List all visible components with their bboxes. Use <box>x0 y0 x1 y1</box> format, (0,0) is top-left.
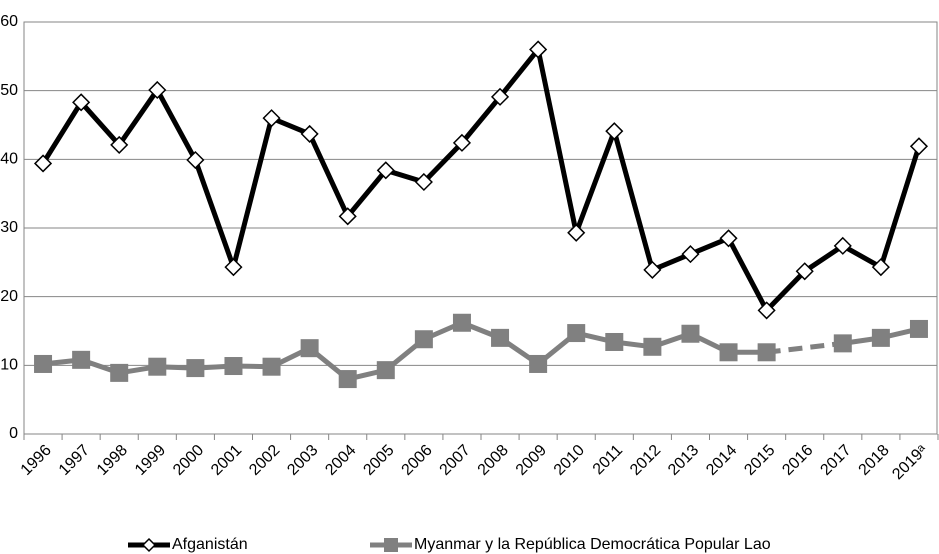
marker <box>338 370 357 389</box>
marker <box>719 229 738 248</box>
marker <box>490 87 510 106</box>
marker <box>34 354 53 373</box>
x-tick-label: 2004 <box>322 442 359 479</box>
x-tick-label: 2008 <box>475 442 512 479</box>
y-tick-label: 20 <box>0 288 18 305</box>
marker <box>338 207 357 226</box>
marker <box>452 133 472 152</box>
marker <box>110 363 129 382</box>
gap-connector <box>766 340 844 355</box>
marker <box>491 328 510 347</box>
marker <box>643 337 662 356</box>
x-tick-label: 2015 <box>741 442 778 479</box>
marker <box>529 354 548 373</box>
y-tick-label: 0 <box>9 425 18 442</box>
marker <box>186 150 205 170</box>
x-tick-label: 2012 <box>627 442 664 479</box>
x-tick-label: 2016 <box>779 442 816 479</box>
legend-label: Myanmar y la República Democrática Popul… <box>414 536 771 553</box>
x-tick-label: 2001 <box>208 442 245 479</box>
x-tick-label: 2014 <box>703 442 740 479</box>
marker <box>414 172 433 192</box>
marker <box>643 260 662 279</box>
marker <box>376 161 395 180</box>
marker <box>262 357 281 376</box>
x-tick-label: 2010 <box>551 442 588 479</box>
marker <box>757 343 776 362</box>
x-tick-label: 2000 <box>170 442 207 479</box>
x-tick-label: 1999 <box>132 442 169 479</box>
x-tick-label: 2006 <box>398 442 435 479</box>
marker <box>909 137 929 156</box>
marker <box>376 361 395 380</box>
marker <box>681 245 700 264</box>
marker <box>148 357 167 376</box>
marker <box>452 313 471 332</box>
marker <box>605 332 624 351</box>
marker <box>262 109 281 128</box>
marker <box>909 319 928 338</box>
marker <box>300 339 319 358</box>
x-tick-label: 2005 <box>360 442 397 479</box>
marker <box>110 135 129 154</box>
marker <box>33 154 53 173</box>
marker <box>833 236 852 255</box>
x-tick-label: 1998 <box>94 442 131 479</box>
legend-marker <box>141 537 157 553</box>
x-tick-label: 2019ᵃ <box>889 441 931 483</box>
x-tick-label: 2011 <box>590 442 626 478</box>
marker <box>72 93 91 112</box>
x-tick-label: 2018 <box>855 442 892 479</box>
marker <box>795 262 814 281</box>
x-tick-label: 1996 <box>18 442 55 479</box>
legend-label: Afganistán <box>172 536 248 553</box>
marker <box>605 122 624 141</box>
y-tick-label: 50 <box>0 82 18 99</box>
marker <box>719 343 738 362</box>
x-tick-label: 2003 <box>284 442 321 479</box>
x-tick-label: 2013 <box>665 442 702 479</box>
marker <box>757 301 776 320</box>
marker <box>871 258 890 277</box>
marker <box>567 324 586 343</box>
series-line <box>40 46 922 313</box>
y-tick-label: 10 <box>0 357 18 374</box>
marker <box>186 359 205 378</box>
marker <box>529 40 548 59</box>
y-tick-label: 30 <box>0 219 18 236</box>
x-tick-label: 2002 <box>246 442 283 479</box>
marker <box>300 124 319 143</box>
y-tick-label: 60 <box>0 13 18 30</box>
marker <box>148 80 167 100</box>
marker <box>224 258 243 277</box>
x-tick-label: 2017 <box>817 442 854 479</box>
marker <box>871 328 890 347</box>
x-tick-label: 2007 <box>437 442 474 479</box>
legend-marker <box>384 538 398 552</box>
marker <box>414 330 433 349</box>
y-tick-label: 40 <box>0 151 18 168</box>
marker <box>567 223 586 242</box>
x-tick-label: 2009 <box>513 442 550 479</box>
marker <box>681 324 700 343</box>
marker <box>72 350 91 369</box>
x-tick-label: 1997 <box>56 442 93 479</box>
marker <box>224 357 243 376</box>
marker <box>833 334 852 353</box>
